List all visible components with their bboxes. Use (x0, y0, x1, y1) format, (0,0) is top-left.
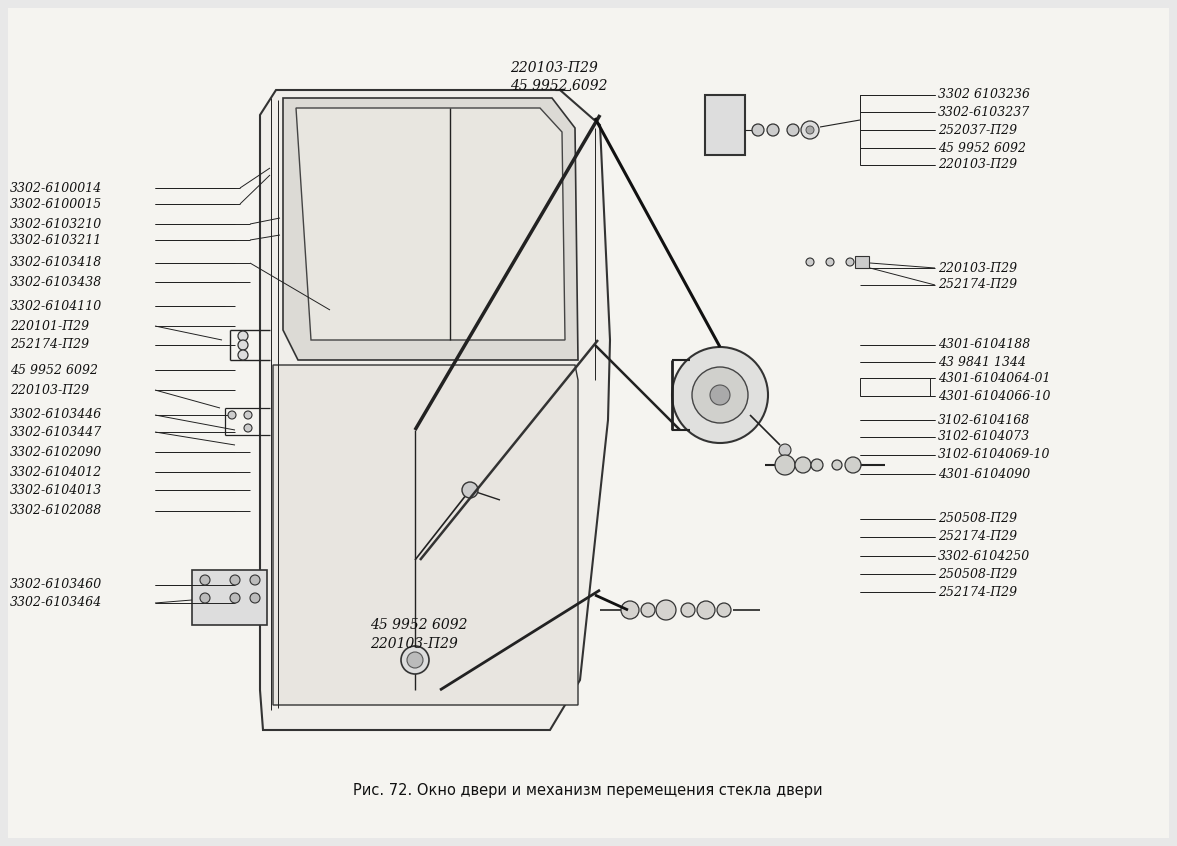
Text: 3302-6103210: 3302-6103210 (9, 217, 102, 230)
Circle shape (794, 457, 811, 473)
Text: 4301-6104188: 4301-6104188 (938, 338, 1030, 351)
Circle shape (846, 258, 855, 266)
Circle shape (845, 457, 862, 473)
Text: 45 9952 6092: 45 9952 6092 (9, 364, 98, 376)
Circle shape (806, 258, 814, 266)
Circle shape (238, 340, 248, 350)
Text: 250508-П29: 250508-П29 (938, 513, 1017, 525)
Circle shape (228, 411, 237, 419)
Circle shape (697, 601, 714, 619)
Text: 3302-6103211: 3302-6103211 (9, 233, 102, 246)
Text: 3302-6103447: 3302-6103447 (9, 426, 102, 438)
Bar (705, 95, 745, 155)
Text: 220103-П29: 220103-П29 (370, 637, 458, 651)
Text: 3102-6104168: 3102-6104168 (938, 414, 1030, 426)
Circle shape (767, 124, 779, 136)
Circle shape (802, 121, 819, 139)
Circle shape (401, 646, 428, 674)
Text: 250508-П29: 250508-П29 (938, 568, 1017, 580)
Bar (855, 256, 869, 268)
Text: Рис. 72. Окно двери и механизм перемещения стекла двери: Рис. 72. Окно двери и механизм перемещен… (353, 783, 823, 798)
Polygon shape (282, 98, 578, 360)
Circle shape (463, 482, 478, 498)
Text: 3302-6104013: 3302-6104013 (9, 484, 102, 497)
Text: 220103-П29: 220103-П29 (938, 158, 1017, 172)
Circle shape (656, 600, 676, 620)
Circle shape (779, 444, 791, 456)
Circle shape (832, 460, 842, 470)
Text: 3302-6103438: 3302-6103438 (9, 276, 102, 288)
Circle shape (238, 350, 248, 360)
Circle shape (692, 367, 749, 423)
Text: 252174-П29: 252174-П29 (938, 530, 1017, 543)
Text: 3302-6103446: 3302-6103446 (9, 409, 102, 421)
Circle shape (641, 603, 654, 617)
Text: 3302-6103460: 3302-6103460 (9, 579, 102, 591)
Circle shape (250, 593, 260, 603)
Circle shape (244, 424, 252, 432)
Circle shape (200, 575, 210, 585)
Circle shape (230, 593, 240, 603)
Text: 4301-6104066-10: 4301-6104066-10 (938, 389, 1051, 403)
Text: 220103-П29: 220103-П29 (9, 383, 89, 397)
Circle shape (710, 385, 730, 405)
Text: 220103-П29: 220103-П29 (510, 61, 598, 75)
Circle shape (826, 258, 834, 266)
Circle shape (238, 331, 248, 341)
Text: 3302-6102090: 3302-6102090 (9, 446, 102, 459)
Text: 3302-6102088: 3302-6102088 (9, 504, 102, 518)
Bar (192, 570, 267, 625)
Circle shape (717, 603, 731, 617)
Text: 45 9952 6092: 45 9952 6092 (938, 141, 1026, 155)
Text: 4301-6104064-01: 4301-6104064-01 (938, 371, 1051, 384)
Text: 4301-6104090: 4301-6104090 (938, 468, 1030, 481)
Text: 3302 6103236: 3302 6103236 (938, 89, 1030, 102)
Circle shape (230, 575, 240, 585)
Text: 43 9841 1344: 43 9841 1344 (938, 355, 1026, 369)
Text: 3302-6104250: 3302-6104250 (938, 550, 1030, 563)
Text: 45 9952 6092: 45 9952 6092 (510, 79, 607, 93)
Polygon shape (260, 90, 610, 730)
Circle shape (250, 575, 260, 585)
Text: 252037-П29: 252037-П29 (938, 124, 1017, 136)
Circle shape (407, 652, 423, 668)
Text: 3302-6104110: 3302-6104110 (9, 299, 102, 312)
Text: 252174-П29: 252174-П29 (9, 338, 89, 351)
Circle shape (244, 411, 252, 419)
Polygon shape (273, 365, 578, 705)
Circle shape (811, 459, 823, 471)
Circle shape (200, 593, 210, 603)
Circle shape (681, 603, 694, 617)
Text: 3302-6103237: 3302-6103237 (938, 106, 1030, 118)
Text: 3302-6103464: 3302-6103464 (9, 596, 102, 609)
Text: 3302-6100015: 3302-6100015 (9, 197, 102, 211)
Text: 252174-П29: 252174-П29 (938, 278, 1017, 292)
Circle shape (787, 124, 799, 136)
Circle shape (621, 601, 639, 619)
Text: 3102-6104073: 3102-6104073 (938, 431, 1030, 443)
Text: 3302-6100014: 3302-6100014 (9, 182, 102, 195)
Text: 3302-6104012: 3302-6104012 (9, 465, 102, 479)
Text: 220101-П29: 220101-П29 (9, 320, 89, 332)
Circle shape (806, 126, 814, 134)
Text: 220103-П29: 220103-П29 (938, 261, 1017, 274)
Polygon shape (295, 108, 565, 340)
Text: 3102-6104069-10: 3102-6104069-10 (938, 448, 1051, 462)
Text: 252174-П29: 252174-П29 (938, 585, 1017, 598)
Circle shape (752, 124, 764, 136)
Circle shape (774, 455, 794, 475)
Text: 3302-6103418: 3302-6103418 (9, 256, 102, 270)
Circle shape (672, 347, 769, 443)
Text: 45 9952 6092: 45 9952 6092 (370, 618, 467, 632)
